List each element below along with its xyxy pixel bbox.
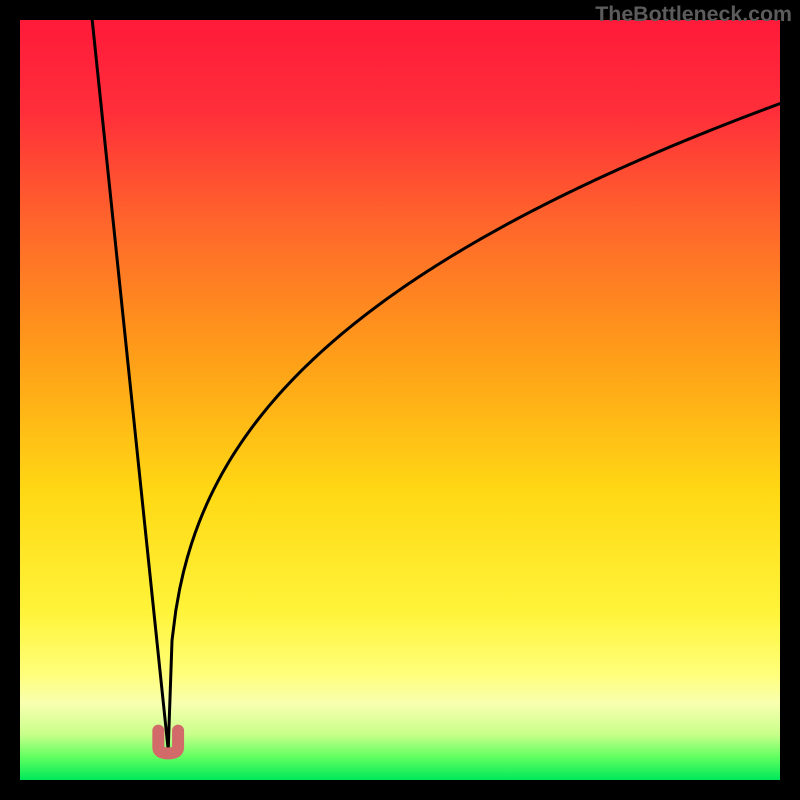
chart-container: TheBottleneck.com [0, 0, 800, 800]
chart-background [20, 20, 780, 780]
watermark-text: TheBottleneck.com [595, 2, 792, 27]
bottleneck-chart [0, 0, 800, 800]
